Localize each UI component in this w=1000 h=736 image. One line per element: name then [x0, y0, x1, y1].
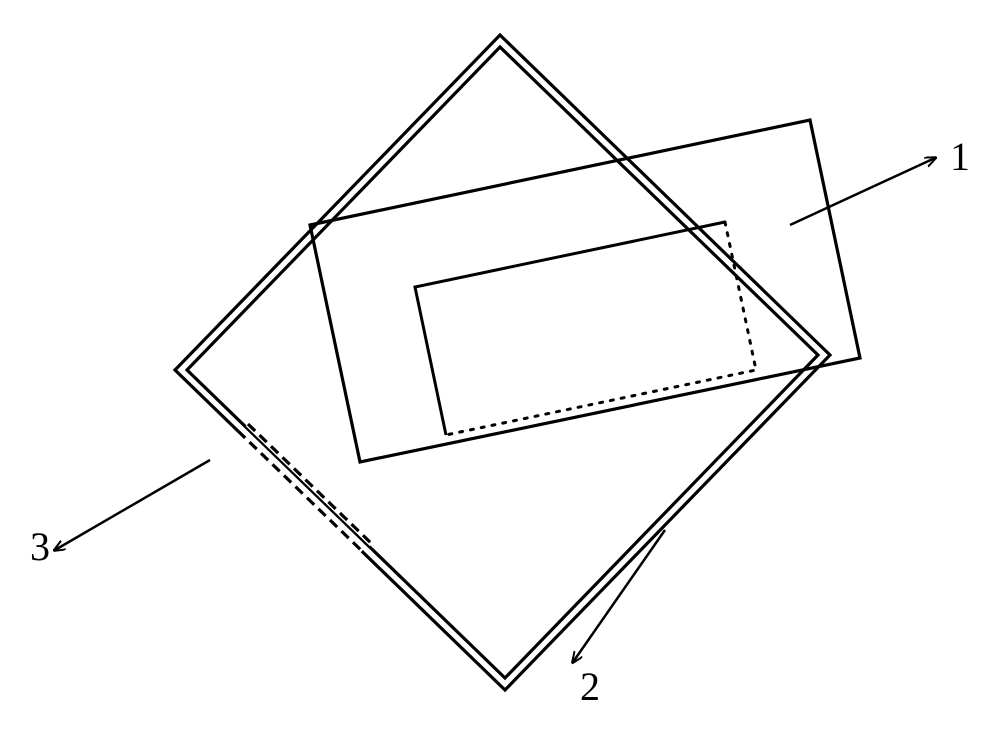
double-rect-hidden-dash-2	[248, 424, 372, 544]
arrow-to-2	[573, 530, 665, 662]
label-1: 1	[950, 134, 970, 179]
double-rect-outer	[175, 35, 830, 690]
label-2: 2	[580, 664, 600, 709]
diagram-canvas: 1 2 3	[0, 0, 1000, 736]
arrow-to-1	[790, 158, 935, 225]
double-rect-hidden-dash-1	[238, 431, 362, 551]
label-3: 3	[30, 524, 50, 569]
solid-rect-inner-hidden	[446, 222, 756, 435]
solid-rect-inner-visible	[415, 222, 725, 435]
double-rect-inner	[187, 47, 818, 678]
arrow-to-3	[55, 460, 210, 550]
